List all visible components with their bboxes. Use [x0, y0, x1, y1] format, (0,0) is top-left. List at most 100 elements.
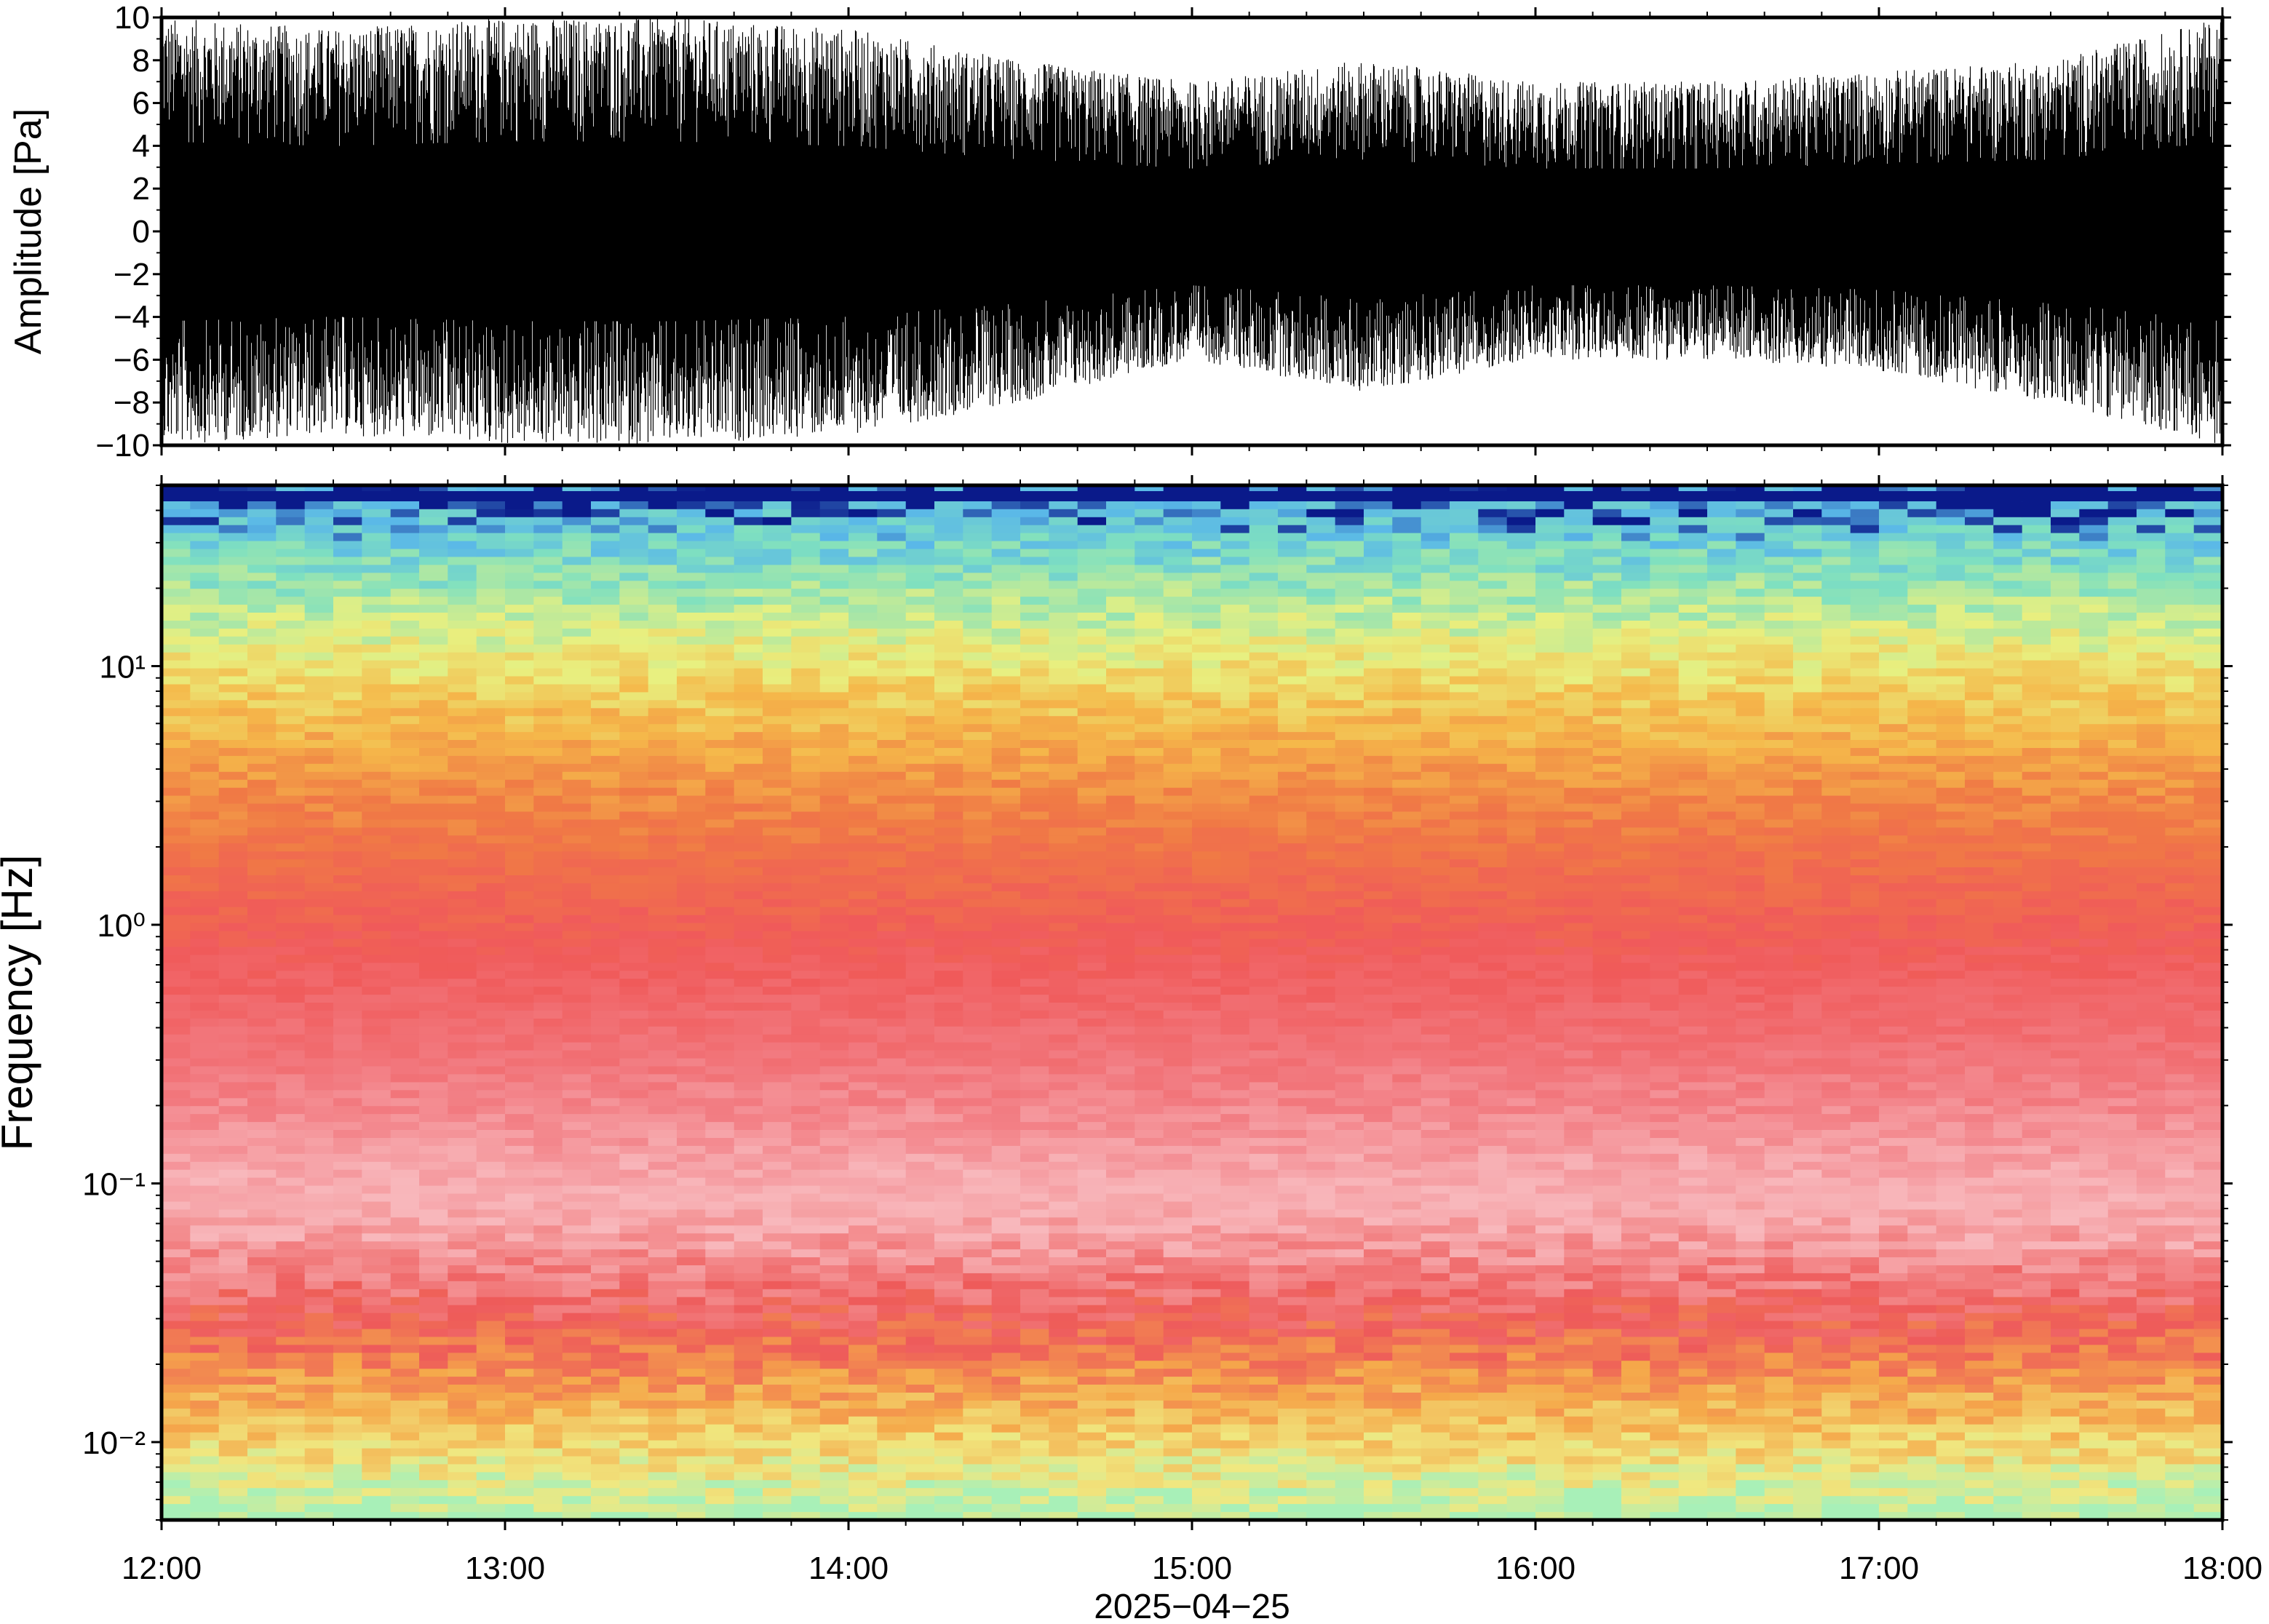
spectrogram-cell: [734, 1026, 763, 1035]
spectrogram-cell: [934, 771, 963, 781]
spectrogram-cell: [991, 1130, 1021, 1139]
spectrogram-cell: [505, 1400, 534, 1409]
spectrogram-cell: [648, 1456, 677, 1465]
spectrogram-cell: [849, 987, 878, 995]
spectrogram-cell: [1134, 1249, 1164, 1258]
spectrogram-cell: [419, 915, 448, 924]
spectrogram-cell: [619, 795, 649, 805]
spectrogram-cell: [562, 1337, 592, 1345]
spectrogram-cell: [362, 708, 392, 717]
spectrogram-cell: [448, 1496, 477, 1505]
spectrogram-cell: [533, 1098, 563, 1107]
spectrogram-cell: [1220, 557, 1250, 565]
spectrogram-cell: [705, 1217, 735, 1226]
spectrogram-cell: [419, 1098, 448, 1107]
spectrogram-cell: [419, 1161, 448, 1171]
spectrogram-cell: [562, 644, 592, 653]
spectrogram-cell: [819, 1145, 849, 1155]
spectrogram-cell: [1049, 867, 1078, 876]
spectrogram-cell: [562, 883, 592, 892]
spectrogram-cell: [162, 779, 191, 789]
spectrogram-cell: [677, 835, 706, 844]
spectrogram-cell: [648, 763, 677, 773]
spectrogram-cell: [419, 1512, 448, 1520]
spectrogram-cell: [419, 1010, 448, 1019]
spectrogram-cell: [562, 1353, 592, 1361]
spectrogram-cell: [448, 549, 477, 557]
spectrogram-cell: [1163, 995, 1193, 1003]
spectrogram-cell: [991, 883, 1021, 892]
spectrogram-cell: [505, 660, 534, 669]
spectrogram-cell: [734, 1249, 763, 1258]
spectrogram-cell: [1020, 1241, 1049, 1250]
spectrogram-cell: [390, 787, 420, 797]
spectrogram-cell: [190, 843, 220, 852]
spectrogram-cell: [333, 533, 362, 542]
spectrogram-cell: [333, 971, 362, 979]
spectrogram-cell: [619, 1289, 649, 1298]
spectrogram-cell: [247, 652, 277, 661]
spectrogram-cell: [591, 779, 620, 789]
spectrogram-cell: [362, 1003, 392, 1011]
spectrogram-cell: [448, 883, 477, 892]
spectrogram-cell: [505, 819, 534, 828]
spectrogram-cell: [247, 724, 277, 733]
spectrogram-cell: [1192, 1138, 1221, 1147]
spectrogram-cell: [362, 931, 392, 940]
spectrogram-cell: [677, 987, 706, 995]
spectrogram-cell: [1163, 700, 1193, 709]
spectrogram-cell: [390, 1313, 420, 1322]
spectrogram-cell: [533, 1281, 563, 1290]
spectrogram-cell: [562, 947, 592, 955]
spectrogram-cell: [533, 867, 563, 876]
spectrogram-cell: [390, 1345, 420, 1353]
spectrogram-cell: [533, 1003, 563, 1011]
spectrogram-cell: [819, 1480, 849, 1489]
spectrogram-cell: [905, 1337, 935, 1345]
spectrogram-cell: [276, 1018, 306, 1027]
spectrogram-cell: [791, 1448, 821, 1457]
spectrogram-cell: [419, 1297, 448, 1306]
spectrogram-cell: [819, 748, 849, 757]
spectrogram-cell: [905, 1209, 935, 1218]
spectrogram-cell: [1049, 891, 1078, 900]
spectrogram-cell: [905, 947, 935, 955]
spectrogram-cell: [705, 636, 735, 645]
spectrogram-cell: [162, 1225, 191, 1234]
spectrogram-cell: [190, 1448, 220, 1457]
spectrogram-cell: [819, 763, 849, 773]
spectrogram-cell: [791, 1289, 821, 1298]
spectrogram-cell: [162, 867, 191, 876]
spectrogram-cell: [162, 485, 191, 494]
spectrogram-cell: [1163, 1377, 1193, 1385]
spectrogram-cell: [419, 1472, 448, 1481]
spectrogram-cell: [1020, 1512, 1049, 1520]
spectrogram-cell: [1192, 660, 1221, 669]
spectrogram-cell: [218, 517, 248, 526]
spectrogram-cell: [533, 819, 563, 828]
spectrogram-cell: [1077, 1257, 1107, 1266]
spectrogram-cell: [276, 700, 306, 709]
spectrogram-cell: [448, 915, 477, 924]
spectrogram-cell: [877, 883, 907, 892]
spectrogram-cell: [819, 1353, 849, 1361]
spectrogram-cell: [505, 525, 534, 534]
spectrogram-cell: [276, 1480, 306, 1489]
spectrogram-cell: [1106, 979, 1135, 987]
spectrogram-cell: [1134, 1042, 1164, 1051]
spectrogram-cell: [533, 1241, 563, 1250]
spectrogram-cell: [763, 1313, 792, 1322]
spectrogram-cell: [505, 1424, 534, 1433]
spectrogram-cell: [419, 1058, 448, 1067]
spectrogram-cell: [562, 525, 592, 534]
spectrogram-cell: [362, 1297, 392, 1306]
spectrogram-cell: [1134, 1345, 1164, 1353]
spectrogram-cell: [934, 573, 963, 581]
spectrogram-cell: [276, 763, 306, 773]
spectrogram-cell: [190, 1098, 220, 1107]
spectrogram-cell: [677, 1400, 706, 1409]
spectrogram-cell: [791, 763, 821, 773]
spectrogram-cell: [448, 1416, 477, 1425]
spectrogram-cell: [905, 787, 935, 797]
spectrogram-cell: [276, 891, 306, 900]
